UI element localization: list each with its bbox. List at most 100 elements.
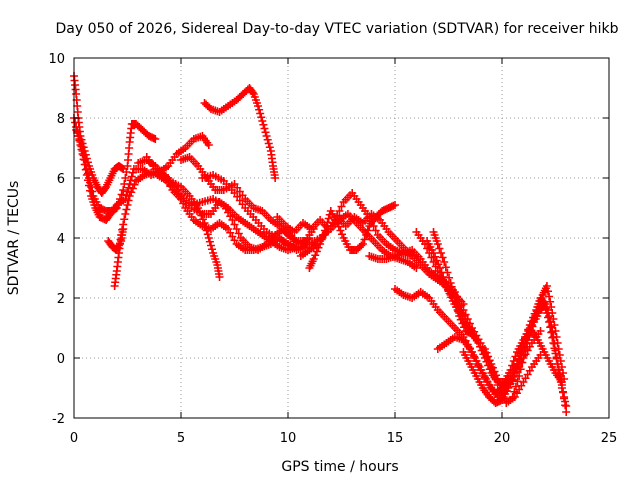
data-point-marker — [558, 369, 567, 377]
data-point-marker — [179, 199, 188, 208]
series-arc-23 — [508, 282, 569, 401]
data-point-marker — [112, 204, 121, 212]
data-point-marker — [433, 240, 442, 248]
data-point-marker — [84, 174, 93, 182]
x-axis-label: GPS time / hours — [281, 459, 398, 475]
data-point-marker — [363, 226, 372, 235]
data-point-marker — [558, 388, 567, 397]
data-point-marker — [117, 190, 126, 199]
data-point-marker — [437, 249, 446, 257]
data-point-marker — [248, 88, 257, 97]
data-point-marker — [440, 277, 449, 286]
data-point-marker — [447, 282, 456, 291]
x-tick-label: 0 — [70, 431, 78, 446]
data-point-marker — [446, 279, 455, 287]
data-point-marker — [83, 169, 92, 178]
data-point-marker — [510, 387, 519, 396]
data-point-marker — [203, 230, 212, 239]
data-point-marker — [480, 345, 489, 353]
x-tick-label: 15 — [387, 431, 404, 446]
data-point-marker — [116, 195, 125, 203]
data-point-marker — [360, 235, 369, 244]
x-tick-label: 25 — [601, 431, 618, 446]
data-point-marker — [257, 113, 266, 122]
data-point-marker — [516, 365, 525, 374]
data-point-marker — [434, 260, 443, 269]
data-point-marker — [529, 316, 538, 325]
data-point-marker — [521, 345, 530, 353]
series-arc-9 — [177, 153, 318, 245]
data-point-marker — [512, 360, 521, 368]
data-point-marker — [549, 315, 558, 323]
data-point-marker — [120, 180, 129, 188]
data-point-marker — [127, 172, 136, 181]
data-point-marker — [519, 351, 528, 360]
data-point-marker — [560, 375, 569, 383]
data-point-marker — [536, 327, 545, 335]
data-point-marker — [336, 226, 345, 235]
data-point-marker — [271, 174, 280, 182]
data-point-marker — [429, 249, 438, 257]
data-point-marker — [338, 230, 347, 239]
data-point-marker — [312, 247, 321, 256]
data-point-marker — [357, 241, 366, 250]
data-point-marker — [454, 307, 463, 316]
data-point-marker — [488, 363, 497, 372]
data-point-marker — [532, 307, 541, 316]
data-point-marker — [514, 354, 523, 363]
data-point-marker — [82, 165, 91, 173]
data-point-marker — [431, 252, 440, 261]
data-point-marker — [78, 147, 87, 155]
data-point-marker — [127, 188, 136, 197]
data-point-marker — [151, 135, 160, 143]
data-point-marker — [458, 319, 467, 328]
data-point-marker — [451, 298, 460, 307]
data-point-marker — [261, 128, 270, 137]
y-axis-label: SDTVAR / TECUs — [6, 181, 22, 296]
series-arc-3 — [72, 120, 160, 215]
data-point-marker — [174, 190, 183, 199]
data-point-marker — [523, 339, 532, 347]
data-point-marker — [550, 321, 559, 329]
data-point-marker — [254, 102, 263, 110]
data-point-marker — [255, 105, 264, 114]
data-point-marker — [208, 245, 217, 254]
data-point-marker — [556, 357, 565, 365]
data-point-marker — [545, 292, 554, 301]
data-point-marker — [121, 210, 130, 218]
data-point-marker — [172, 186, 181, 194]
data-point-marker — [86, 178, 95, 187]
data-point-marker — [552, 333, 561, 341]
data-point-marker — [234, 229, 243, 238]
data-point-marker — [484, 352, 493, 361]
data-point-marker — [215, 273, 224, 281]
data-point-marker — [560, 393, 569, 401]
data-point-marker — [122, 205, 131, 214]
data-point-marker — [76, 138, 85, 146]
data-point-marker — [448, 286, 457, 295]
data-point-marker — [122, 168, 131, 176]
data-point-marker — [309, 255, 318, 263]
data-point-marker — [80, 156, 89, 164]
data-point-marker — [324, 214, 333, 223]
data-point-marker — [474, 339, 483, 347]
data-point-marker — [114, 199, 123, 208]
data-point-marker — [443, 268, 452, 277]
data-point-marker — [527, 321, 536, 329]
data-point-marker — [490, 367, 499, 376]
data-point-marker — [320, 226, 329, 235]
data-point-marker — [503, 379, 512, 388]
data-point-marker — [319, 231, 328, 239]
data-point-marker — [455, 312, 464, 320]
data-point-marker — [544, 287, 553, 296]
data-point-marker — [314, 243, 323, 252]
data-point-marker — [500, 387, 509, 395]
series-arc-14 — [305, 201, 399, 272]
data-point-marker — [204, 141, 213, 149]
y-tick-label: 6 — [57, 172, 65, 187]
data-point-marker — [124, 196, 133, 205]
data-point-marker — [445, 273, 454, 282]
y-tick-label: 0 — [57, 352, 65, 367]
data-point-marker — [333, 219, 342, 227]
